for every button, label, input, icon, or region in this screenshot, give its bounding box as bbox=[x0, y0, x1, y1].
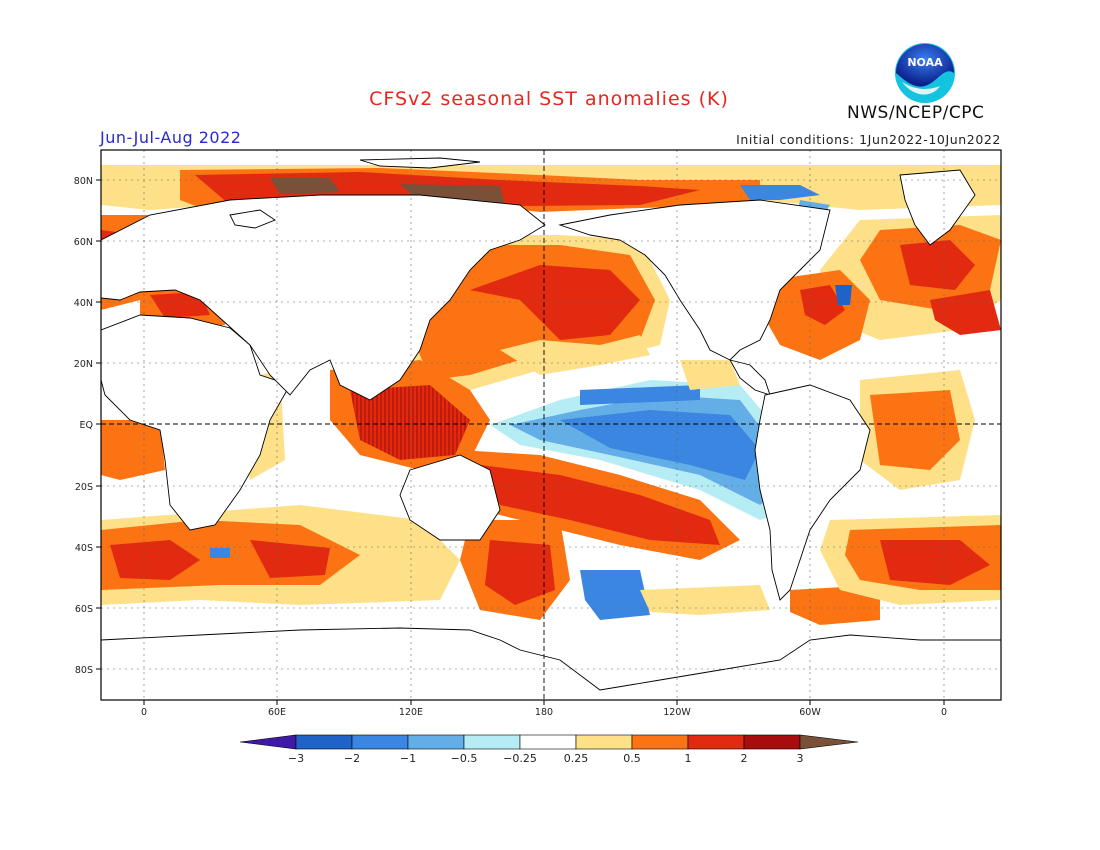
colorbar-label: −3 bbox=[288, 752, 304, 765]
lat-label: 20S bbox=[75, 482, 93, 493]
colorbar-swatch bbox=[351, 734, 409, 750]
colorbar-label: 0.5 bbox=[623, 752, 641, 765]
colorbar-label: −1 bbox=[400, 752, 416, 765]
colorbar-label: 2 bbox=[741, 752, 748, 765]
colorbar-swatch bbox=[295, 734, 353, 750]
colorbar-swatch bbox=[631, 734, 689, 750]
colorbar-label: −2 bbox=[344, 752, 360, 765]
lat-label: 20N bbox=[74, 359, 93, 370]
colorbar-swatch bbox=[463, 734, 521, 750]
lat-label: 80N bbox=[74, 176, 93, 187]
initial-conditions-label: Initial conditions: 1Jun2022-10Jun2022 bbox=[736, 132, 1001, 147]
svg-text:NOAA: NOAA bbox=[907, 56, 943, 69]
colorbar-swatch bbox=[687, 734, 745, 750]
colorbar-label: 1 bbox=[685, 752, 692, 765]
lon-label: 180 bbox=[535, 707, 553, 718]
latitude-axis bbox=[96, 179, 101, 670]
agency-label: NWS/NCEP/CPC bbox=[847, 103, 985, 123]
lat-label: 60S bbox=[75, 604, 93, 615]
colorbar-swatch bbox=[519, 734, 577, 750]
noaa-logo: NOAA bbox=[895, 43, 955, 103]
lat-label: 40N bbox=[74, 298, 93, 309]
lat-label: EQ bbox=[80, 420, 93, 431]
lat-label: 40S bbox=[75, 543, 93, 554]
season-label: Jun-Jul-Aug 2022 bbox=[100, 128, 242, 147]
colorbar-swatch bbox=[575, 734, 633, 750]
equator-dateline bbox=[101, 150, 1001, 700]
longitude-axis bbox=[143, 700, 945, 705]
lon-label: 60E bbox=[268, 707, 286, 718]
lat-label: 80S bbox=[75, 665, 93, 676]
lon-label: 60W bbox=[799, 707, 821, 718]
graticule bbox=[101, 150, 1001, 700]
map-title: CFSv2 seasonal SST anomalies (K) bbox=[369, 88, 729, 110]
lon-label: 0 bbox=[141, 707, 147, 718]
colorbar-swatch bbox=[407, 734, 465, 750]
colorbar: −3 −2 −1 −0.5 −0.25 0.25 0.5 1 2 3 bbox=[239, 734, 859, 765]
lon-label: 120W bbox=[663, 707, 691, 718]
lon-label: 120E bbox=[399, 707, 423, 718]
colorbar-extend-high bbox=[799, 734, 859, 750]
colorbar-label: 3 bbox=[797, 752, 804, 765]
continents bbox=[101, 157, 1001, 700]
lon-label: 0 bbox=[941, 707, 947, 718]
colorbar-label: 0.25 bbox=[564, 752, 589, 765]
colorbar-swatch bbox=[743, 734, 801, 750]
anomaly-fields bbox=[101, 165, 1001, 625]
colorbar-label: −0.25 bbox=[503, 752, 537, 765]
map-frame bbox=[100, 149, 1002, 701]
colorbar-label: −0.5 bbox=[451, 752, 478, 765]
colorbar-extend-low bbox=[239, 734, 297, 750]
lat-label: 60N bbox=[74, 237, 93, 248]
